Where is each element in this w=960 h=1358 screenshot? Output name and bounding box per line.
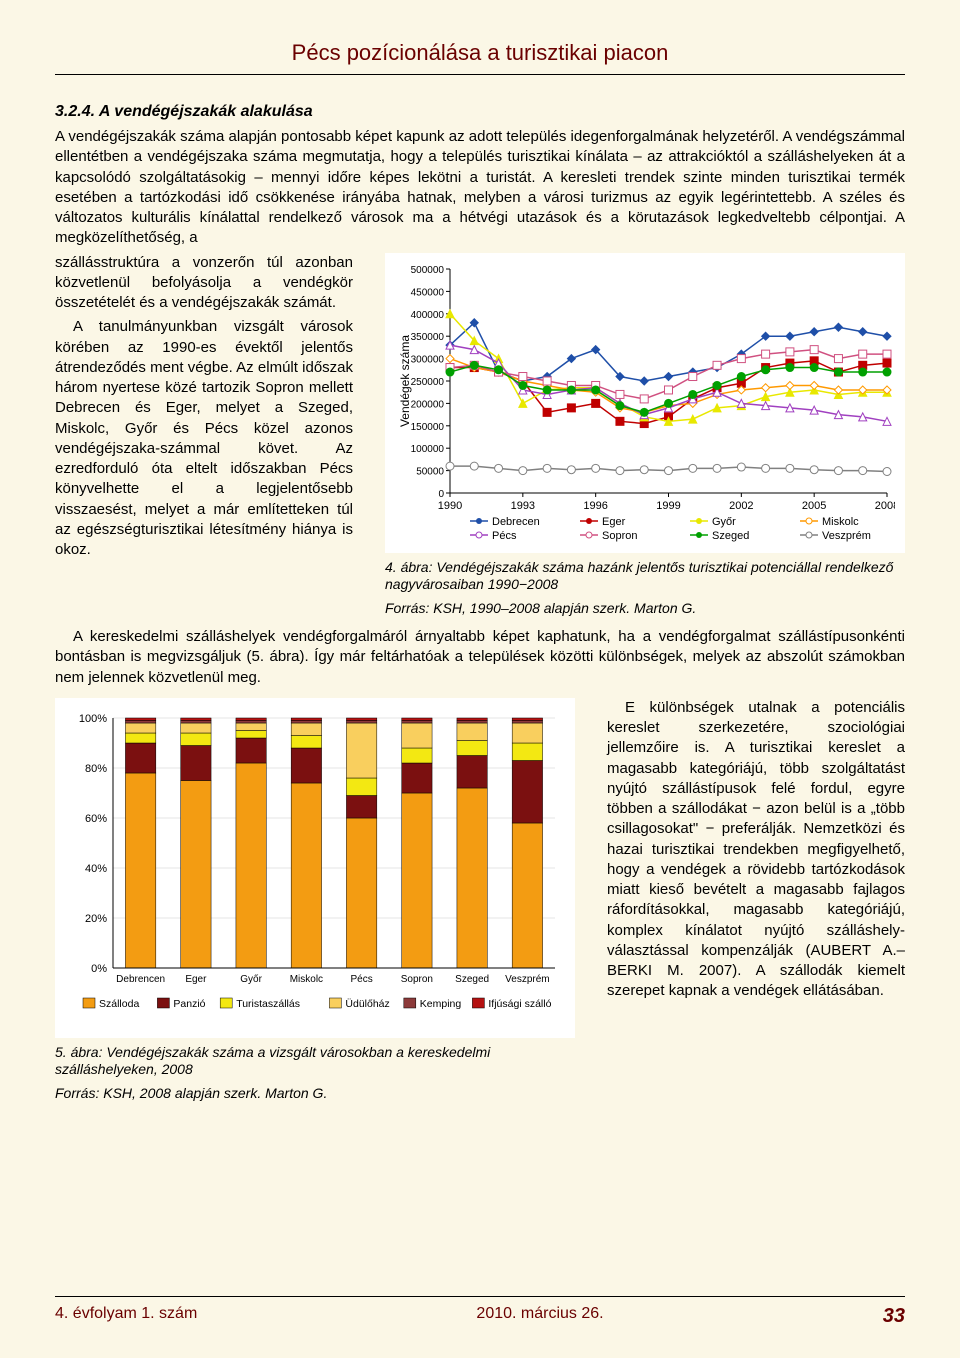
svg-text:Kemping: Kemping xyxy=(420,998,462,1010)
paragraph-right: E különbségek utalnak a potenciális kere… xyxy=(607,698,905,1002)
chart1-caption: 4. ábra: Vendégéjszakák száma hazánk jel… xyxy=(385,559,905,594)
paragraph-left-2: A tanulmányunkban vizsgált városok köréb… xyxy=(55,317,353,560)
svg-text:450000: 450000 xyxy=(411,287,445,298)
svg-text:Veszprém: Veszprém xyxy=(822,530,871,542)
svg-text:60%: 60% xyxy=(85,813,107,825)
footer: 4. évfolyam 1. szám 2010. március 26. 33 xyxy=(55,1296,905,1328)
svg-text:40%: 40% xyxy=(85,863,107,875)
paragraph-1: A vendégéjszakák száma alapján pontosabb… xyxy=(55,127,905,249)
svg-text:1999: 1999 xyxy=(656,500,680,512)
svg-text:Szeged: Szeged xyxy=(455,974,489,985)
svg-text:Eger: Eger xyxy=(185,974,207,985)
svg-text:Eger: Eger xyxy=(602,516,626,528)
chart2-caption: 5. ábra: Vendégéjszakák száma a vizsgált… xyxy=(55,1044,575,1079)
svg-text:0%: 0% xyxy=(91,963,107,975)
svg-text:Debrecen: Debrecen xyxy=(492,516,540,528)
svg-text:2002: 2002 xyxy=(729,500,753,512)
svg-text:80%: 80% xyxy=(85,763,107,775)
svg-text:300000: 300000 xyxy=(411,354,445,365)
svg-text:Panzió: Panzió xyxy=(173,998,205,1010)
svg-text:Üdülőház: Üdülőház xyxy=(345,998,389,1010)
svg-text:Sopron: Sopron xyxy=(602,530,637,542)
paragraph-mid: A kereskedelmi szálláshelyek vendégforga… xyxy=(55,617,905,688)
svg-text:50000: 50000 xyxy=(416,466,444,477)
svg-text:1996: 1996 xyxy=(583,500,607,512)
svg-text:Szeged: Szeged xyxy=(712,530,749,542)
svg-text:1990: 1990 xyxy=(438,500,462,512)
svg-text:Turistaszállás: Turistaszállás xyxy=(236,998,300,1010)
page-title: Pécs pozícionálása a turisztikai piacon xyxy=(55,40,905,66)
svg-text:Miskolc: Miskolc xyxy=(290,974,323,985)
svg-text:Ifjúsági szálló: Ifjúsági szálló xyxy=(488,998,551,1010)
svg-text:500000: 500000 xyxy=(411,265,445,276)
stacked-bar-chart: 0% 20% 40% 60% 80% 100% Debrencen Eger Győr Misko… xyxy=(55,698,575,1038)
svg-text:Szálloda: Szálloda xyxy=(99,998,139,1010)
svg-text:0: 0 xyxy=(438,489,444,500)
svg-text:Veszprém: Veszprém xyxy=(505,974,549,985)
svg-text:Sopron: Sopron xyxy=(401,974,433,985)
footer-left: 4. évfolyam 1. szám xyxy=(55,1305,197,1328)
chart2-source: Forrás: KSH, 2008 alapján szerk. Marton … xyxy=(55,1085,575,1103)
chart1-source: Forrás: KSH, 1990–2008 alapján szerk. Ma… xyxy=(385,600,905,618)
line-chart: 0 50000 100000 150000 200000 250000 300000 3500… xyxy=(385,253,905,553)
svg-text:2005: 2005 xyxy=(802,500,826,512)
svg-text:200000: 200000 xyxy=(411,399,445,410)
title-underline xyxy=(55,74,905,75)
svg-text:20%: 20% xyxy=(85,913,107,925)
svg-text:250000: 250000 xyxy=(411,377,445,388)
svg-text:1993: 1993 xyxy=(511,500,535,512)
svg-text:Debrencen: Debrencen xyxy=(116,974,165,985)
svg-text:150000: 150000 xyxy=(411,421,445,432)
footer-center: 2010. március 26. xyxy=(476,1305,603,1328)
section-heading: 3.2.4. A vendégéjszakák alakulása xyxy=(55,103,905,121)
svg-text:100%: 100% xyxy=(79,713,107,725)
svg-text:2008: 2008 xyxy=(875,500,895,512)
svg-text:Miskolc: Miskolc xyxy=(822,516,859,528)
svg-text:Pécs: Pécs xyxy=(351,974,373,985)
svg-text:100000: 100000 xyxy=(411,444,445,455)
svg-text:Győr: Győr xyxy=(712,516,736,528)
svg-text:Vendégek száma: Vendégek száma xyxy=(398,334,412,426)
svg-text:350000: 350000 xyxy=(411,332,445,343)
svg-text:Pécs: Pécs xyxy=(492,530,517,542)
svg-text:Győr: Győr xyxy=(240,974,262,985)
paragraph-left-1: szállásstruktúra a vonzerőn túl azonban … xyxy=(55,253,353,314)
footer-pagenum: 33 xyxy=(883,1305,905,1328)
svg-text:400000: 400000 xyxy=(411,309,445,320)
